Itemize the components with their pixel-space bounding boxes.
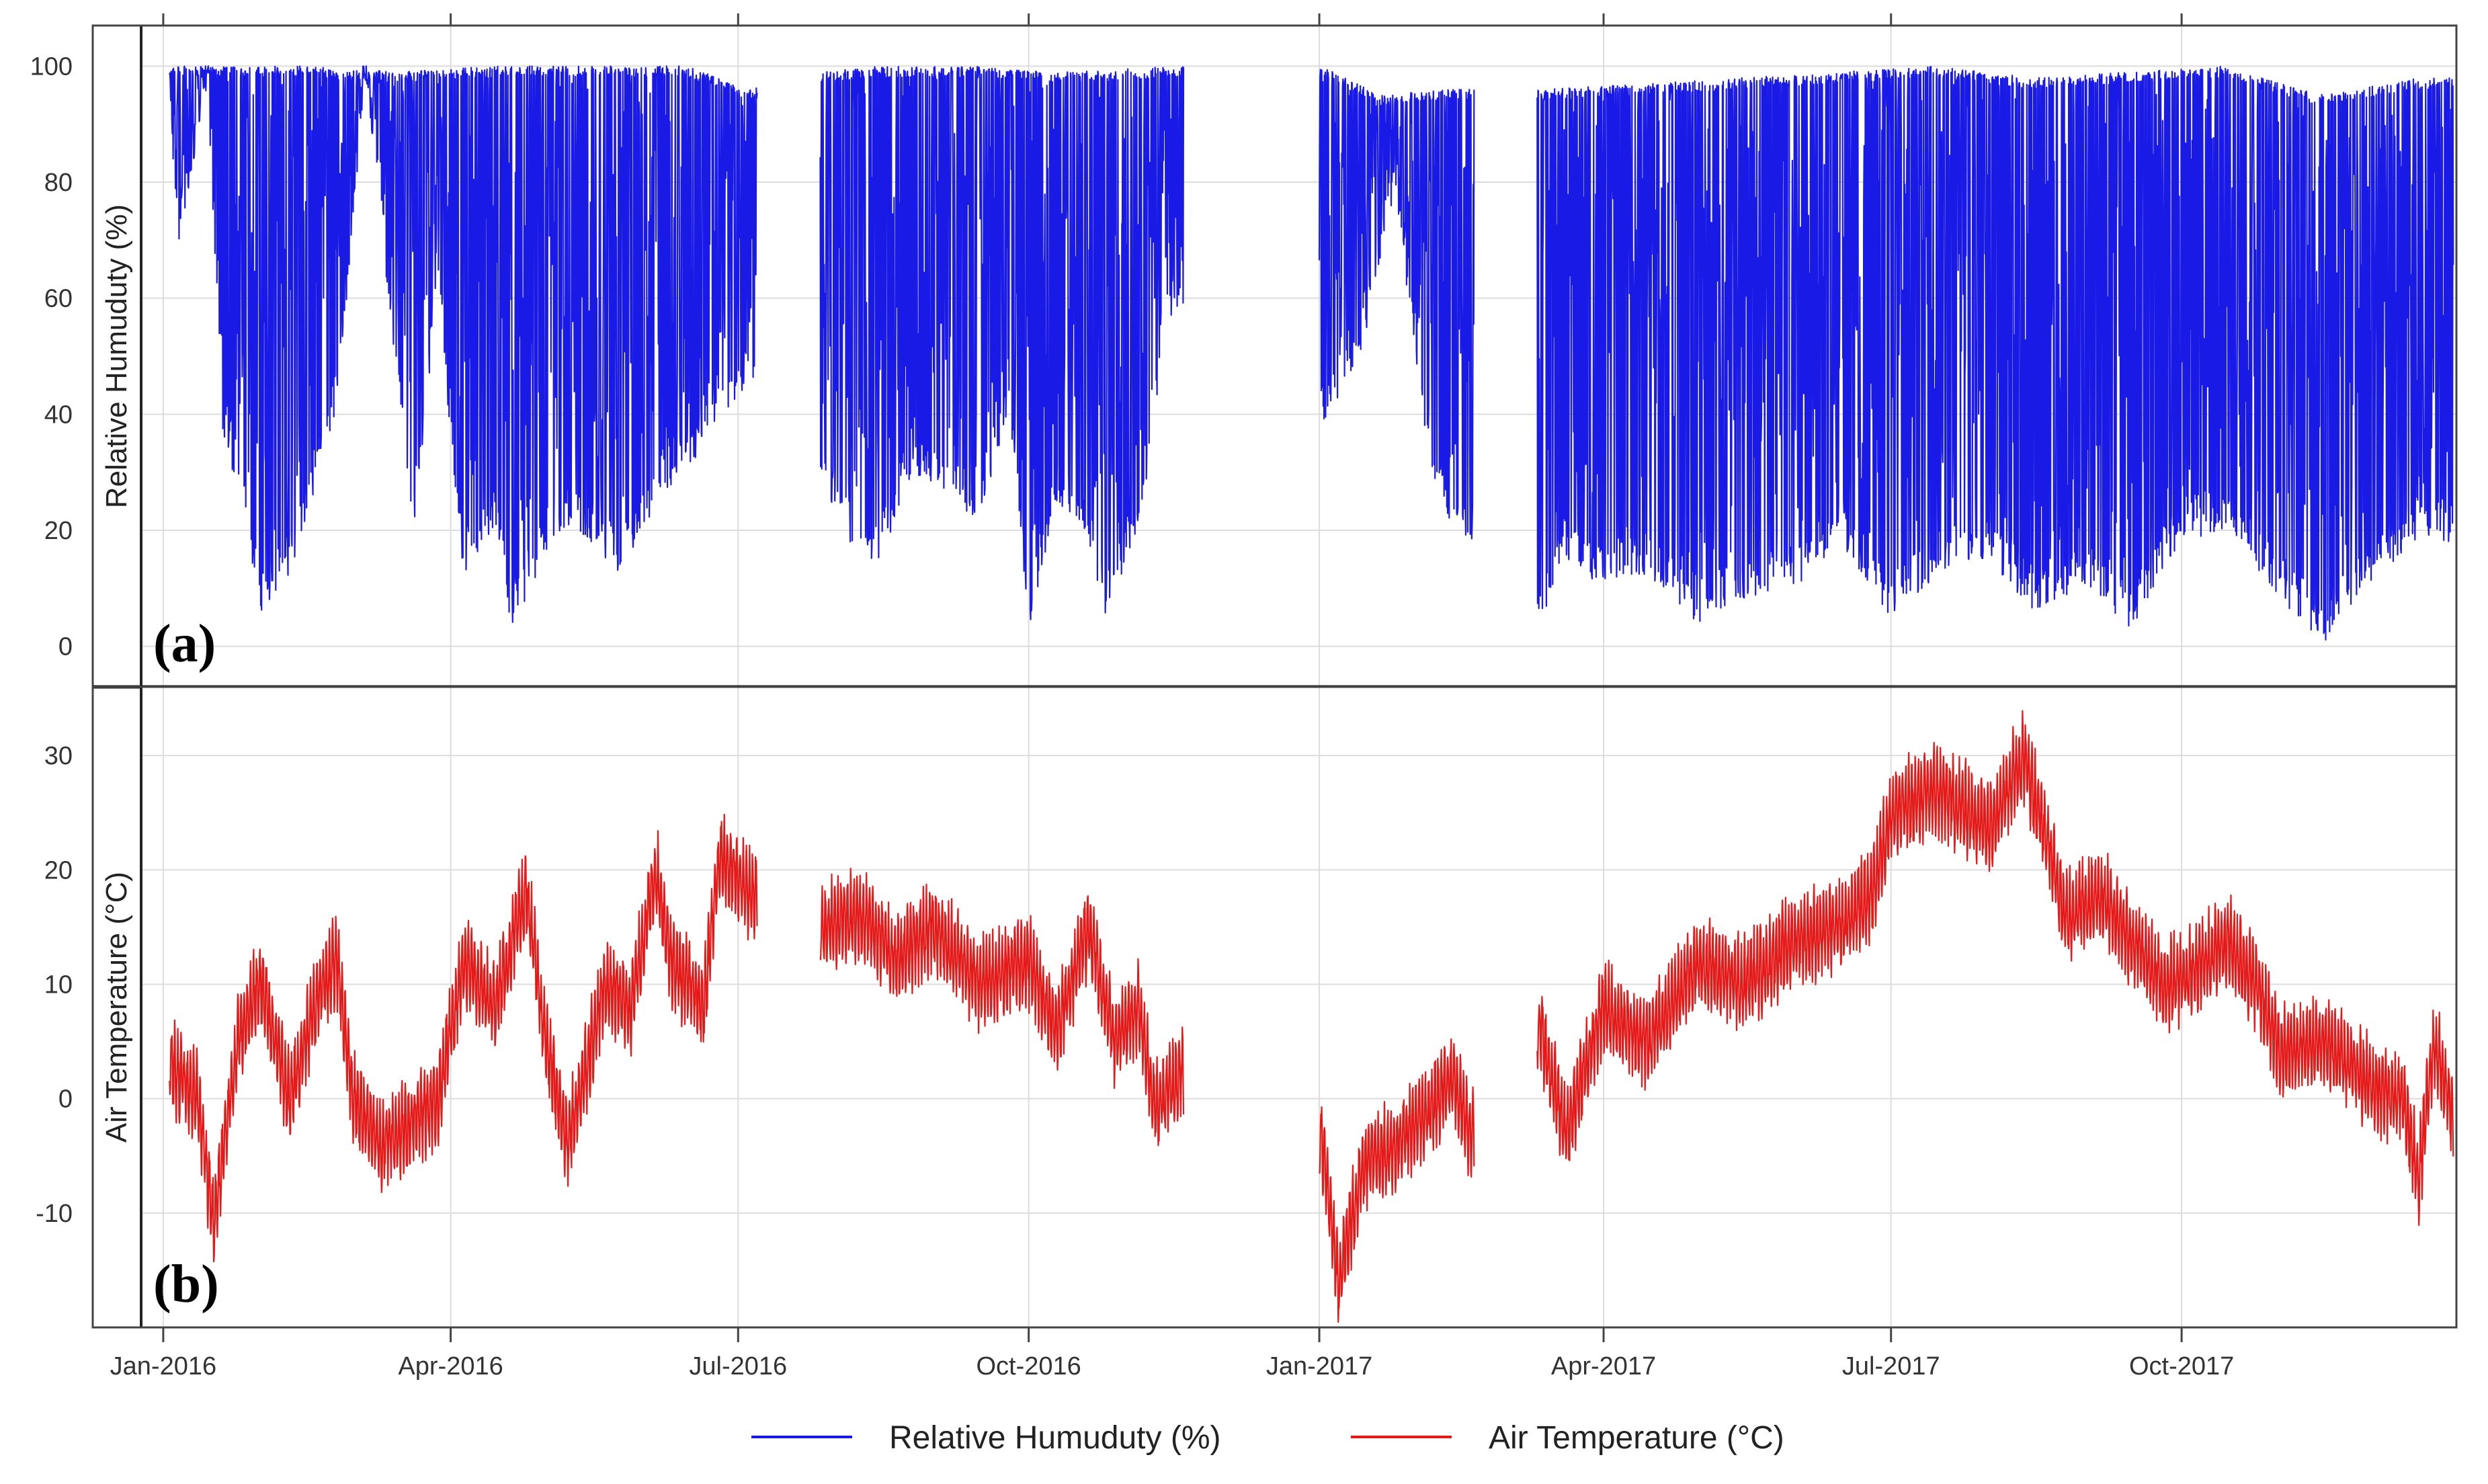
x-tick-label: Apr-2017 bbox=[1551, 1352, 1656, 1380]
y-tick-label: 80 bbox=[44, 169, 73, 197]
y-tick-label: 100 bbox=[30, 52, 73, 81]
legend: Relative Humuduty (%) Air Temperature (°C… bbox=[751, 1420, 1784, 1456]
y-tick-label: 10 bbox=[44, 971, 73, 999]
panel-label-paren: ) bbox=[198, 614, 216, 673]
panel-label: (a) bbox=[153, 614, 216, 673]
x-tick-label: Jul-2016 bbox=[689, 1352, 787, 1380]
x-axis: Jan-2016 Apr-2016 Jul-2016 Oct-2016 Jan-2017… bbox=[110, 13, 2234, 1380]
panel-label-paren: ( bbox=[153, 614, 171, 673]
y-axis-title: Air Temperature (°C) bbox=[100, 872, 133, 1143]
y-tick-label: 0 bbox=[58, 633, 73, 661]
y-tick-label: 20 bbox=[44, 517, 73, 545]
x-tick-label: Jan-2016 bbox=[110, 1352, 216, 1380]
panel-label-paren: ) bbox=[201, 1255, 219, 1314]
panel-frame bbox=[91, 686, 2458, 1329]
x-tick-label: Oct-2017 bbox=[2129, 1352, 2234, 1380]
temperature-series-line bbox=[169, 710, 2454, 1323]
panel-label: (b) bbox=[153, 1255, 219, 1314]
legend-label: Relative Humuduty (%) bbox=[889, 1420, 1221, 1456]
plot-area bbox=[141, 687, 2456, 1327]
y-tick-label: 40 bbox=[44, 401, 73, 429]
panel-label-letter: b bbox=[171, 1255, 202, 1314]
panel-b-temperature: -10 0 10 20 30 Air Temperature (°C) (b) bbox=[36, 686, 2458, 1329]
y-tick-label: -10 bbox=[36, 1200, 73, 1228]
panel-a-humidity: 0 20 40 60 80 100 Relative Humuduty (%) (a) bbox=[30, 24, 2458, 689]
y-tick-label: 20 bbox=[44, 856, 73, 884]
panel-label-letter: a bbox=[171, 614, 198, 673]
y-tick-label: 60 bbox=[44, 285, 73, 313]
x-tick-label: Jul-2017 bbox=[1842, 1352, 1940, 1380]
humidity-series-line bbox=[169, 65, 2454, 641]
y-tick-label: 0 bbox=[58, 1085, 73, 1114]
legend-label: Air Temperature (°C) bbox=[1489, 1420, 1784, 1456]
x-tick-label: Jan-2017 bbox=[1266, 1352, 1372, 1380]
y-axis-title: Relative Humuduty (%) bbox=[100, 204, 133, 508]
y-tick-label: 30 bbox=[44, 742, 73, 770]
x-tick-label: Apr-2016 bbox=[398, 1352, 503, 1380]
panel-label-paren: ( bbox=[153, 1255, 171, 1314]
x-tick-label: Oct-2016 bbox=[977, 1352, 1081, 1380]
